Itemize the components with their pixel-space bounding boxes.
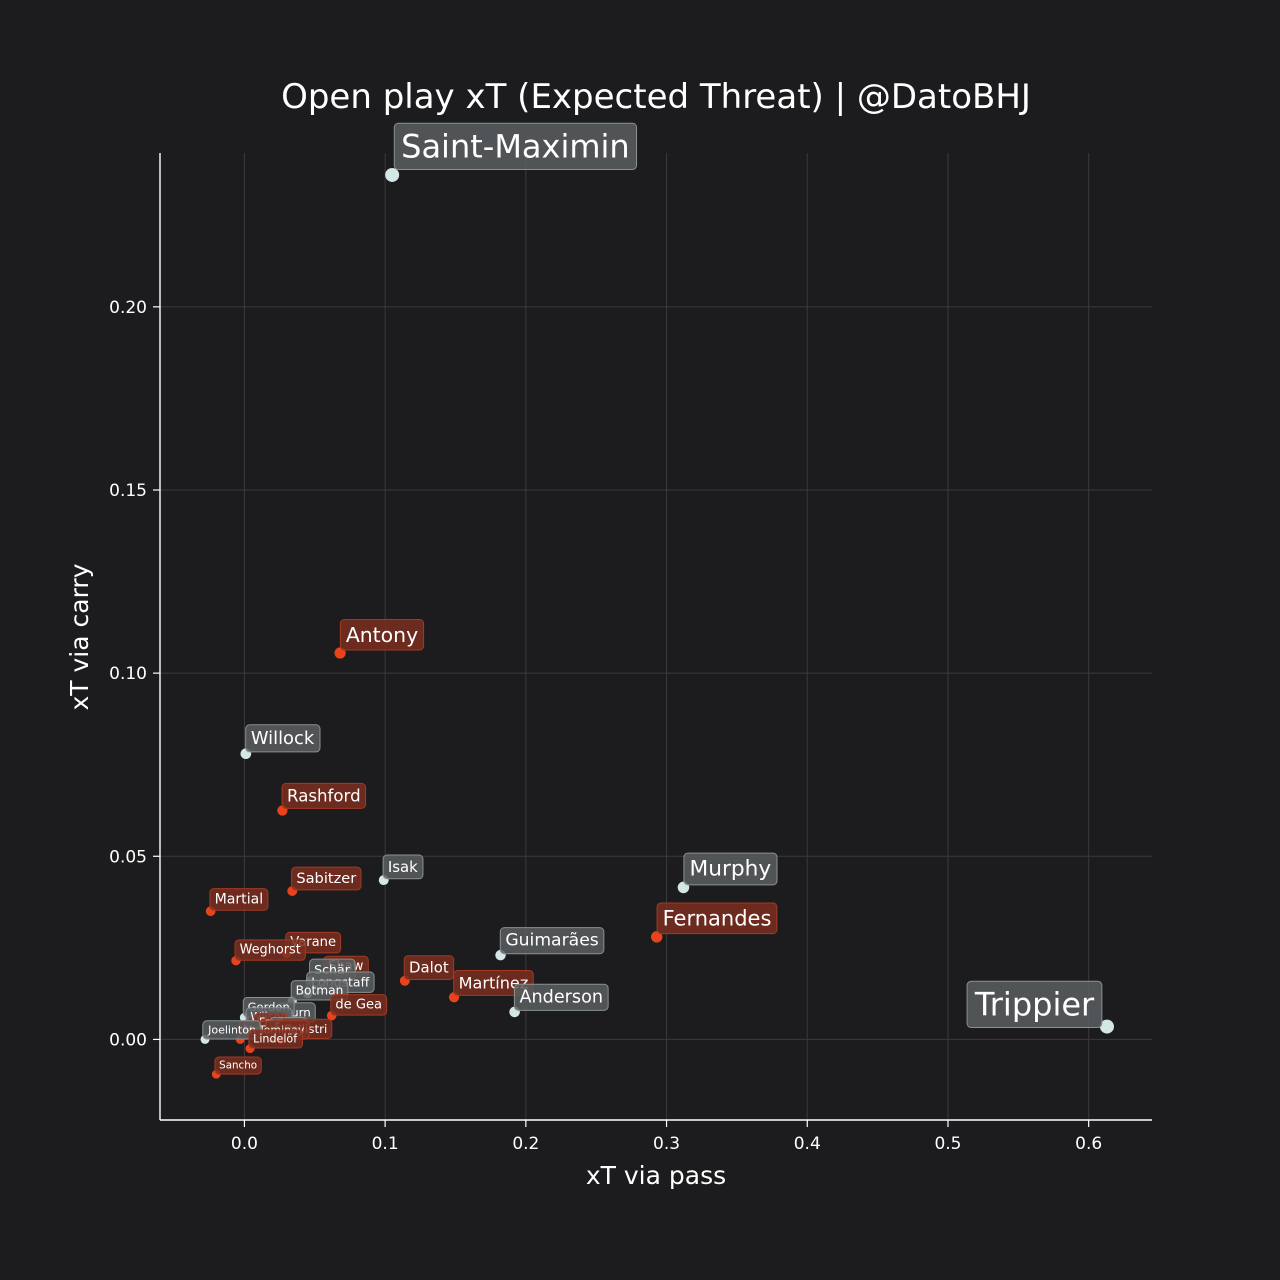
point-label-text: Guimarães [505, 931, 598, 951]
point-label-box [248, 1029, 304, 1049]
x-tick-label: 0.3 [653, 1134, 680, 1154]
point-label: Antony [339, 619, 425, 651]
point-label-box [291, 866, 362, 891]
point-label-text: Lindelöf [253, 1032, 298, 1045]
point-label: Isak [382, 854, 424, 880]
point-label: Rashford [281, 782, 367, 809]
point-label: Lindelöf [248, 1029, 304, 1049]
point-label-box [382, 854, 424, 880]
point-label-box [403, 955, 455, 980]
chart-title: Open play xT (Expected Threat) | @DatoBH… [281, 77, 1031, 117]
point-label-box [683, 852, 778, 886]
point-label: Trippier [966, 980, 1103, 1029]
x-tick-label: 0.2 [512, 1134, 539, 1154]
point-label: Martínez [453, 969, 534, 996]
y-tick-label: 0.10 [109, 664, 147, 684]
point-label-text: Dalot [409, 959, 449, 977]
x-tick-label: 0.0 [231, 1134, 258, 1154]
point-label: Sabitzer [291, 866, 362, 891]
point-label-box [281, 782, 367, 809]
point-label-text: Fernandes [663, 906, 772, 930]
y-tick-label: 0.15 [109, 481, 147, 501]
data-point [651, 931, 663, 943]
point-label: Fernandes [656, 902, 778, 935]
x-tick-label: 0.1 [372, 1134, 399, 1154]
point-label-text: Rashford [287, 786, 361, 805]
data-point [385, 167, 400, 182]
point-label-box [209, 888, 269, 911]
point-label: Joelinton [202, 1020, 261, 1040]
point-labels: Saint-Maximin Antony Willock Rashford Isak Mu… [202, 122, 1103, 1075]
point-label-text: Murphy [690, 856, 772, 881]
point-label: Saint-Maximin [393, 122, 638, 170]
y-tick-label: 0.00 [109, 1030, 147, 1050]
point-label-box [234, 939, 306, 961]
data-point [1099, 1019, 1114, 1034]
point-label-text: Saint-Maximin [401, 127, 630, 165]
point-label-text: Isak [388, 858, 418, 876]
x-axis-ticks: 0.0 0.1 0.2 0.3 0.4 0.5 0.6 [231, 1120, 1102, 1154]
point-label-text: Sabitzer [296, 870, 356, 887]
point-label-box [330, 994, 388, 1016]
point-label: Guimarães [499, 927, 605, 955]
point-label: Martial [209, 888, 269, 911]
point-label: de Gea [330, 994, 388, 1016]
point-label: Murphy [683, 852, 778, 886]
point-label: Sancho [214, 1056, 262, 1075]
x-tick-label: 0.5 [934, 1134, 961, 1154]
point-label-text: Anderson [520, 987, 604, 1007]
point-label-box [453, 969, 534, 996]
point-label-text: Joelinton [207, 1023, 256, 1036]
point-label-text: Willock [251, 728, 315, 749]
axes [159, 153, 1152, 1121]
point-label: Weghorst [234, 939, 306, 961]
point-label-box [499, 927, 605, 955]
point-label-text: Martínez [459, 973, 529, 992]
x-axis-label: xT via pass [586, 1161, 726, 1190]
grid-lines [160, 153, 1152, 1120]
y-axis-label: xT via carry [65, 563, 94, 710]
point-label-box [966, 980, 1103, 1029]
point-label-text: Trippier [974, 985, 1095, 1023]
point-label-text: Antony [346, 623, 418, 647]
point-label-box [513, 983, 609, 1011]
point-label-box [393, 122, 638, 170]
point-label-box [214, 1056, 262, 1075]
point-label: Anderson [513, 983, 609, 1011]
point-label-text: Weghorst [240, 943, 301, 958]
point-label: Willock [245, 724, 321, 753]
point-label-box [339, 619, 425, 651]
point-label-text: Sancho [219, 1060, 257, 1072]
x-tick-label: 0.4 [794, 1134, 821, 1154]
point-label-text: de Gea [335, 997, 382, 1012]
y-axis-ticks: 0.00 0.05 0.10 0.15 0.20 [109, 298, 160, 1050]
point-label-box [656, 902, 778, 935]
y-tick-label: 0.05 [109, 847, 147, 867]
point-label-text: Martial [215, 891, 264, 907]
y-tick-label: 0.20 [109, 298, 147, 318]
point-label-box [245, 724, 321, 753]
point-label: Dalot [403, 955, 455, 980]
point-label-text: Botman [296, 983, 344, 997]
x-tick-label: 0.6 [1075, 1134, 1102, 1154]
